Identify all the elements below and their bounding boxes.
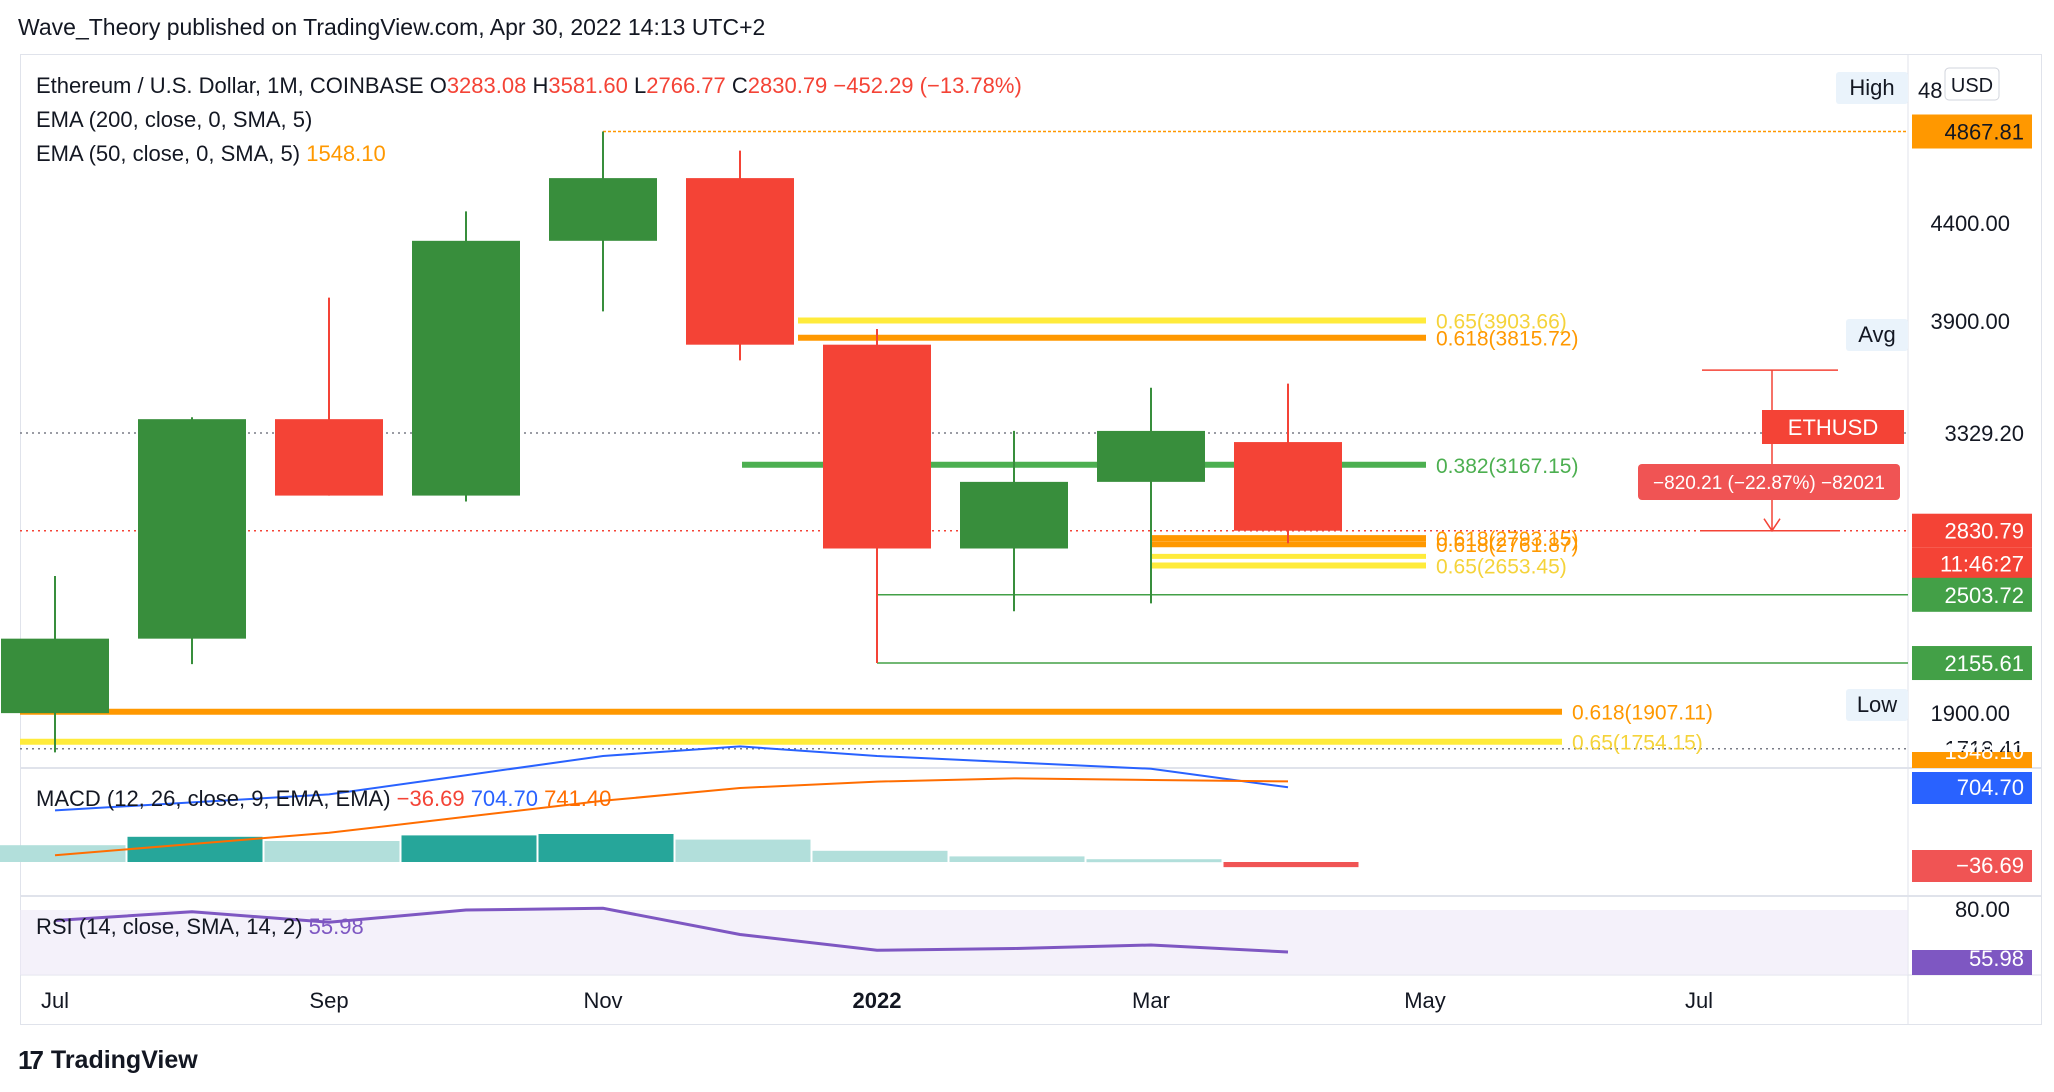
high-label: High bbox=[1849, 75, 1894, 100]
measure-label: −820.21 (−22.87%) −82021 bbox=[1653, 473, 1885, 494]
rsi-value-tag-box bbox=[1912, 950, 2032, 975]
high-partial-value: 48 bbox=[1918, 78, 1942, 103]
ethusd-label-box bbox=[1762, 410, 1904, 444]
rsi-legend: RSI (14, close, SMA, 14, 2) 55.98 bbox=[36, 914, 364, 939]
high-price-tag-box bbox=[1912, 114, 2032, 149]
x-tick-label: Nov bbox=[583, 988, 622, 1013]
x-tick-label: Jul bbox=[1685, 988, 1713, 1013]
y-tick-label: 1900.00 bbox=[1930, 701, 2010, 726]
low-label-box bbox=[1846, 689, 1908, 721]
support-price-tag-box bbox=[1912, 646, 2032, 681]
high-label-box bbox=[1836, 72, 1908, 104]
y-tick-label: 3900.00 bbox=[1930, 309, 2010, 334]
avg-price-tag: 3329.20 bbox=[1944, 421, 2024, 446]
signal-line bbox=[54, 777, 1289, 857]
fib-level-label: 0.65(3903.66) bbox=[1436, 310, 1567, 333]
avg-label: Avg bbox=[1858, 322, 1896, 347]
tradingview-logo-icon: 17 bbox=[18, 1045, 44, 1075]
macd-histogram-bar bbox=[264, 841, 400, 862]
candle-body bbox=[1097, 430, 1205, 482]
x-tick-label: May bbox=[1404, 988, 1446, 1013]
x-tick-label: Jul bbox=[41, 988, 69, 1013]
fib-level-label: 0.618(1907.11) bbox=[1572, 702, 1713, 725]
x-tick-label: Mar bbox=[1132, 988, 1170, 1013]
candle-body bbox=[686, 178, 794, 345]
fib-level-label: 0.618(3815.72) bbox=[1436, 328, 1578, 351]
candle-body bbox=[1, 638, 109, 714]
candle-body bbox=[549, 178, 657, 241]
publish-header: Wave_Theory published on TradingView.com… bbox=[18, 14, 766, 40]
support-price-tag-box bbox=[1912, 577, 2032, 612]
macd-histogram-bar bbox=[949, 856, 1085, 862]
candle-body bbox=[1234, 442, 1342, 531]
measure-arrowhead bbox=[1763, 518, 1781, 533]
currency-box bbox=[1944, 67, 2000, 101]
low-label: Low bbox=[1857, 692, 1897, 717]
ethusd-label: ETHUSD bbox=[1788, 415, 1878, 440]
brand-name: TradingView bbox=[50, 1046, 198, 1074]
rsi-upper-label: 80.00 bbox=[1955, 897, 2010, 922]
candle-body bbox=[823, 344, 931, 549]
fib-level-label: 0.65(2653.45) bbox=[1436, 555, 1567, 578]
y-tick-label: 4400.00 bbox=[1930, 211, 2010, 236]
candle-body bbox=[275, 419, 383, 496]
countdown: 11:46:27 bbox=[1940, 552, 2024, 577]
avg-price-tag-box bbox=[1912, 416, 2032, 451]
fib-level-label: 0.618(2793.15) bbox=[1436, 528, 1578, 551]
ema200-label: EMA (200, close, 0, SMA, 5) bbox=[36, 107, 312, 132]
macd-histogram-bar bbox=[1086, 859, 1222, 863]
ema50-price-tag-box bbox=[1912, 752, 2032, 768]
macd-line bbox=[54, 745, 1289, 812]
last-price-tag: 2830.79 bbox=[1944, 519, 2024, 544]
macd-histogram-bar bbox=[1223, 862, 1359, 868]
avg-label-box bbox=[1846, 319, 1908, 351]
ema50-label: EMA (50, close, 0, SMA, 5) 1548.10 bbox=[36, 141, 386, 166]
ema50-price-tag: 1548.10 bbox=[1944, 739, 2024, 764]
high-price-tag: 4867.81 bbox=[1944, 120, 2024, 145]
macd-histogram-bar bbox=[812, 850, 948, 862]
macd-legend: MACD (12, 26, close, 9, EMA, EMA) −36.69… bbox=[36, 786, 611, 811]
last-price-tag-box bbox=[1912, 513, 2032, 548]
fib-level-label: 0.618(2761.87) bbox=[1436, 534, 1578, 557]
macd-histogram-bar bbox=[675, 839, 811, 862]
candle-body bbox=[138, 419, 246, 639]
support-price-tag: 2503.72 bbox=[1944, 583, 2024, 608]
macd-histogram-bar bbox=[538, 834, 674, 862]
measure-label-box bbox=[1638, 464, 1900, 500]
fib-level-label: 0.65(1754.15) bbox=[1572, 732, 1703, 755]
x-tick-label: 2022 bbox=[853, 988, 902, 1013]
candle-body bbox=[960, 481, 1068, 549]
macd-histogram-bar bbox=[401, 835, 537, 862]
rsi-line bbox=[54, 906, 1289, 954]
currency-label: USD bbox=[1951, 75, 1993, 97]
macd-value-tag: 704.70 bbox=[1957, 775, 2024, 800]
footer: 17 TradingView bbox=[18, 1045, 198, 1076]
countdown-box bbox=[1912, 547, 2032, 580]
macd-hist-tag-box bbox=[1912, 850, 2032, 882]
x-tick-label: Sep bbox=[309, 988, 348, 1013]
macd-value-tag-box bbox=[1912, 772, 2032, 804]
chart-frame bbox=[20, 54, 2042, 1025]
candle-body bbox=[412, 240, 520, 496]
legend-symbol: Ethereum / U.S. Dollar, 1M, COINBASE O32… bbox=[36, 73, 1022, 98]
support-price-tag: 2155.61 bbox=[1944, 651, 2024, 676]
macd-hist-tag: −36.69 bbox=[1956, 853, 2024, 878]
rsi-value-tag: 55.98 bbox=[1969, 946, 2024, 971]
fib-level-label: 0.382(3167.15) bbox=[1436, 455, 1578, 478]
